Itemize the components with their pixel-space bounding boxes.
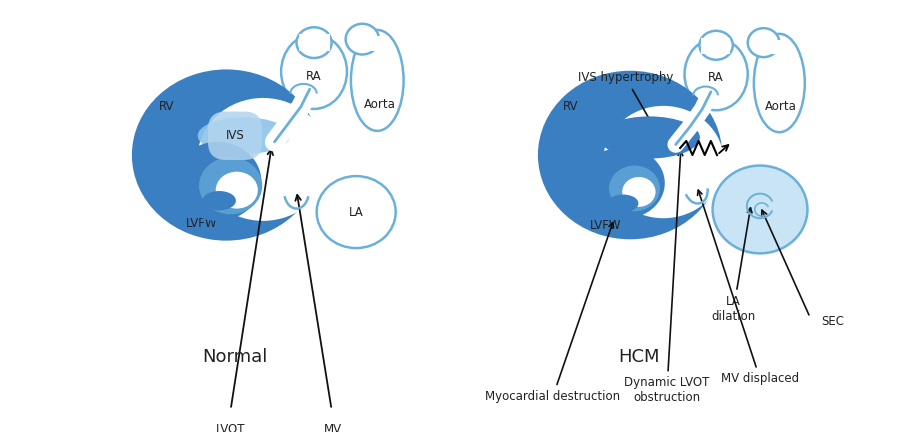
- Ellipse shape: [713, 165, 807, 253]
- Text: SEC: SEC: [822, 315, 844, 328]
- Text: Aorta: Aorta: [765, 100, 797, 113]
- Text: RA: RA: [307, 70, 322, 83]
- Ellipse shape: [609, 165, 660, 211]
- Ellipse shape: [132, 70, 320, 241]
- Bar: [763, 40, 788, 54]
- Text: Normal: Normal: [202, 348, 268, 366]
- Text: PM: PM: [202, 191, 219, 203]
- Text: RV: RV: [563, 100, 578, 113]
- Ellipse shape: [203, 191, 236, 210]
- Text: IVS hypertrophy: IVS hypertrophy: [578, 71, 674, 135]
- Text: RV: RV: [159, 100, 174, 113]
- Text: MV displaced: MV displaced: [697, 190, 799, 385]
- Text: LA: LA: [349, 206, 364, 219]
- Ellipse shape: [622, 177, 656, 207]
- Text: LV: LV: [643, 166, 656, 179]
- Ellipse shape: [297, 27, 332, 58]
- Ellipse shape: [281, 34, 347, 109]
- Text: Aorta: Aorta: [364, 98, 396, 111]
- Ellipse shape: [754, 34, 805, 132]
- Ellipse shape: [538, 71, 723, 239]
- Text: LV: LV: [244, 164, 257, 177]
- Ellipse shape: [173, 142, 262, 221]
- Ellipse shape: [608, 194, 639, 212]
- Ellipse shape: [198, 98, 329, 221]
- Ellipse shape: [198, 117, 290, 154]
- Ellipse shape: [582, 147, 665, 219]
- Text: LA
dilation: LA dilation: [712, 208, 756, 323]
- Text: RA: RA: [708, 71, 724, 84]
- Ellipse shape: [599, 116, 700, 159]
- Text: Myocardial destruction: Myocardial destruction: [485, 222, 621, 403]
- Text: IVS: IVS: [226, 129, 244, 142]
- Ellipse shape: [748, 28, 779, 57]
- Text: HCM: HCM: [618, 348, 659, 366]
- Ellipse shape: [216, 172, 258, 209]
- Bar: [299, 34, 330, 51]
- Bar: [701, 38, 731, 54]
- Text: LVFW: LVFW: [590, 219, 621, 232]
- Ellipse shape: [685, 38, 748, 110]
- Bar: [363, 35, 389, 51]
- Ellipse shape: [699, 31, 732, 60]
- Text: PM: PM: [606, 192, 623, 206]
- Ellipse shape: [603, 106, 724, 218]
- Text: Dynamic LVOT
obstruction: Dynamic LVOT obstruction: [624, 151, 710, 404]
- Text: LVOT: LVOT: [216, 423, 245, 432]
- Ellipse shape: [345, 24, 379, 54]
- Text: MV: MV: [325, 423, 343, 432]
- Ellipse shape: [199, 157, 262, 214]
- Text: LVFW: LVFW: [186, 217, 217, 230]
- Ellipse shape: [351, 30, 403, 131]
- Ellipse shape: [317, 176, 396, 248]
